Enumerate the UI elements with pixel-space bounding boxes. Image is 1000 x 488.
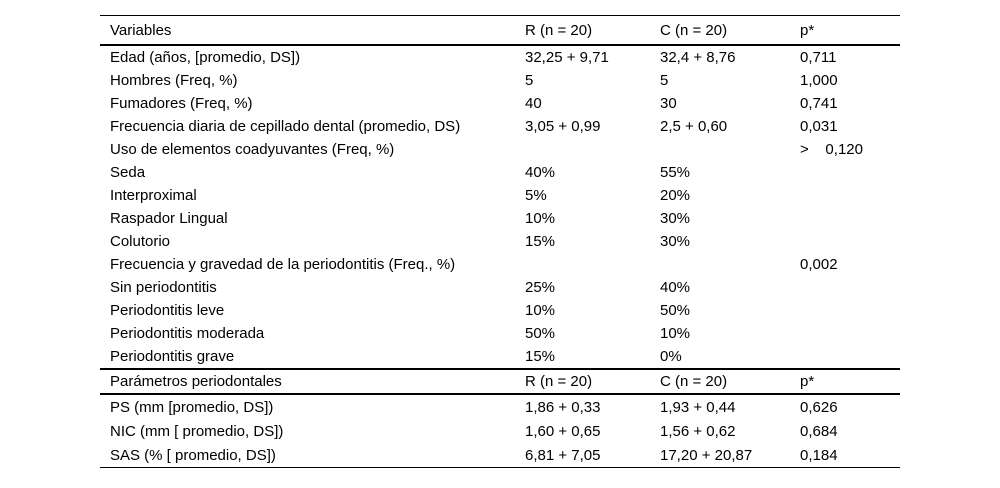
header-cell: p* [800, 15, 900, 46]
row-value: 6,81 + 7,05 [525, 443, 660, 468]
row-value: 30% [660, 210, 691, 227]
row-value: 5 [525, 72, 534, 89]
table-row: Periodontitis grave 15% 0% [100, 345, 900, 369]
row-value: 30% [660, 233, 691, 250]
table-row: Interproximal 5% 20% [100, 184, 900, 207]
row-label: Frecuencia diaria de cepillado dental (p… [110, 118, 461, 135]
row-label: Raspador Lingual [110, 210, 228, 227]
row-value: 15% [525, 233, 556, 250]
row-value: 3,05 + 0,99 [525, 118, 601, 135]
header-row: Variables R (n = 20) C (n = 20) p* [100, 15, 900, 46]
row-label: Uso de elementos coadyuvantes (Freq, %) [110, 141, 395, 158]
row-value: 25% [525, 279, 556, 296]
row-value: 1,86 + 0,33 [525, 398, 601, 416]
row-value [525, 253, 660, 276]
row-value: 50% [525, 325, 556, 342]
table-row: SAS (% [ promedio, DS]) 6,81 + 7,05 17,20 … [100, 443, 900, 468]
table-row: Hombres (Freq, %) 5 5 1,000 [100, 69, 900, 92]
row-value [800, 207, 900, 230]
row-label: NIC (mm [ promedio, DS]) [110, 422, 284, 440]
row-value [525, 138, 660, 161]
row-label: Seda [110, 164, 146, 181]
row-value: 1,60 + 0,65 [525, 422, 601, 440]
header-cell: Variables [100, 15, 525, 46]
row-value: 5% [525, 187, 547, 204]
table-row: Periodontitis leve 10% 50% [100, 299, 900, 322]
table-row: NIC (mm [ promedio, DS]) 1,60 + 0,65 1,56 … [100, 419, 900, 443]
header-cell: R (n = 20) [525, 368, 660, 395]
row-value [800, 345, 900, 369]
row-value: 30 [660, 95, 677, 112]
row-value: 40% [525, 164, 556, 181]
header-cell: p* [800, 368, 900, 395]
header-cell: C (n = 20) [660, 368, 800, 395]
row-label: Hombres (Freq, %) [110, 72, 238, 89]
row-value: 17,20 + 20,87 [660, 443, 800, 468]
row-value: 0,031 [800, 118, 838, 135]
row-value: 32,25 + 9,71 [525, 49, 609, 66]
row-value [660, 253, 800, 276]
row-value: 5 [660, 72, 669, 89]
row-value: 0,711 [800, 49, 837, 66]
row-value: > 0,120 [800, 141, 863, 158]
row-label: Edad (años, [promedio, DS]) [110, 49, 301, 66]
header-cell: Parámetros periodontales [100, 368, 525, 395]
row-value: 1,56 + 0,62 [660, 422, 736, 440]
table-row: Sin periodontitis 25% 40% [100, 276, 900, 299]
row-label: PS (mm [promedio, DS]) [110, 398, 274, 416]
table-row: Frecuencia y gravedad de la periodontiti… [100, 253, 900, 276]
row-value: 10% [525, 302, 556, 319]
row-value: 10% [660, 325, 691, 342]
row-value: 15% [525, 348, 556, 365]
table-row: Fumadores (Freq, %) 40 30 0,741 [100, 92, 900, 115]
row-value [800, 184, 900, 207]
row-value: 20% [660, 187, 691, 204]
table-row: Frecuencia diaria de cepillado dental (p… [100, 115, 900, 138]
row-value: 40 [525, 95, 542, 112]
row-label: Sin periodontitis [110, 279, 217, 296]
row-value: 10% [525, 210, 556, 227]
row-value [660, 138, 800, 161]
table-row: Seda 40% 55% [100, 161, 900, 184]
row-label: Fumadores (Freq, %) [110, 95, 253, 112]
row-value: 40% [660, 279, 691, 296]
row-value [800, 230, 900, 253]
table-row: PS (mm [promedio, DS]) 1,86 + 0,33 1,93 + … [100, 394, 900, 419]
row-value [800, 161, 900, 184]
row-value [800, 322, 900, 345]
table-row: Edad (años, [promedio, DS]) 32,25 + 9,71 3… [100, 45, 900, 69]
header-cell: R (n = 20) [525, 15, 660, 46]
row-label: Periodontitis grave [110, 348, 235, 365]
row-value: 50% [660, 302, 691, 319]
table-row: Periodontitis moderada 50% 10% [100, 322, 900, 345]
header-cell: C (n = 20) [660, 15, 800, 46]
row-value: 0% [660, 348, 682, 365]
row-label: Interproximal [110, 187, 197, 204]
row-label: Frecuencia y gravedad de la periodontiti… [110, 256, 456, 273]
study-table: Variables R (n = 20) C (n = 20) p* Edad (año… [100, 15, 900, 468]
row-value: 2,5 + 0,60 [660, 118, 728, 135]
row-value: 55% [660, 164, 691, 181]
table-row: Colutorio 15% 30% [100, 230, 900, 253]
row-value: 0,184 [800, 443, 900, 468]
table-row: Uso de elementos coadyuvantes (Freq, %) >… [100, 138, 900, 161]
row-value: 32,4 + 8,76 [660, 49, 736, 66]
row-value [800, 299, 900, 322]
row-value: 0,002 [800, 256, 838, 273]
row-value: 1,93 + 0,44 [660, 398, 736, 416]
row-value [800, 276, 900, 299]
table-row: Raspador Lingual 10% 30% [100, 207, 900, 230]
row-value: 1,000 [800, 72, 838, 89]
header-row: Parámetros periodontales R (n = 20) C (n =… [100, 368, 900, 395]
row-value: 0,626 [800, 398, 838, 416]
row-label: Periodontitis moderada [110, 325, 265, 342]
row-label: Colutorio [110, 233, 171, 250]
row-label: SAS (% [ promedio, DS]) [100, 443, 525, 468]
row-value: 0,684 [800, 422, 838, 440]
row-label: Periodontitis leve [110, 302, 225, 319]
row-value: 0,741 [800, 95, 838, 112]
